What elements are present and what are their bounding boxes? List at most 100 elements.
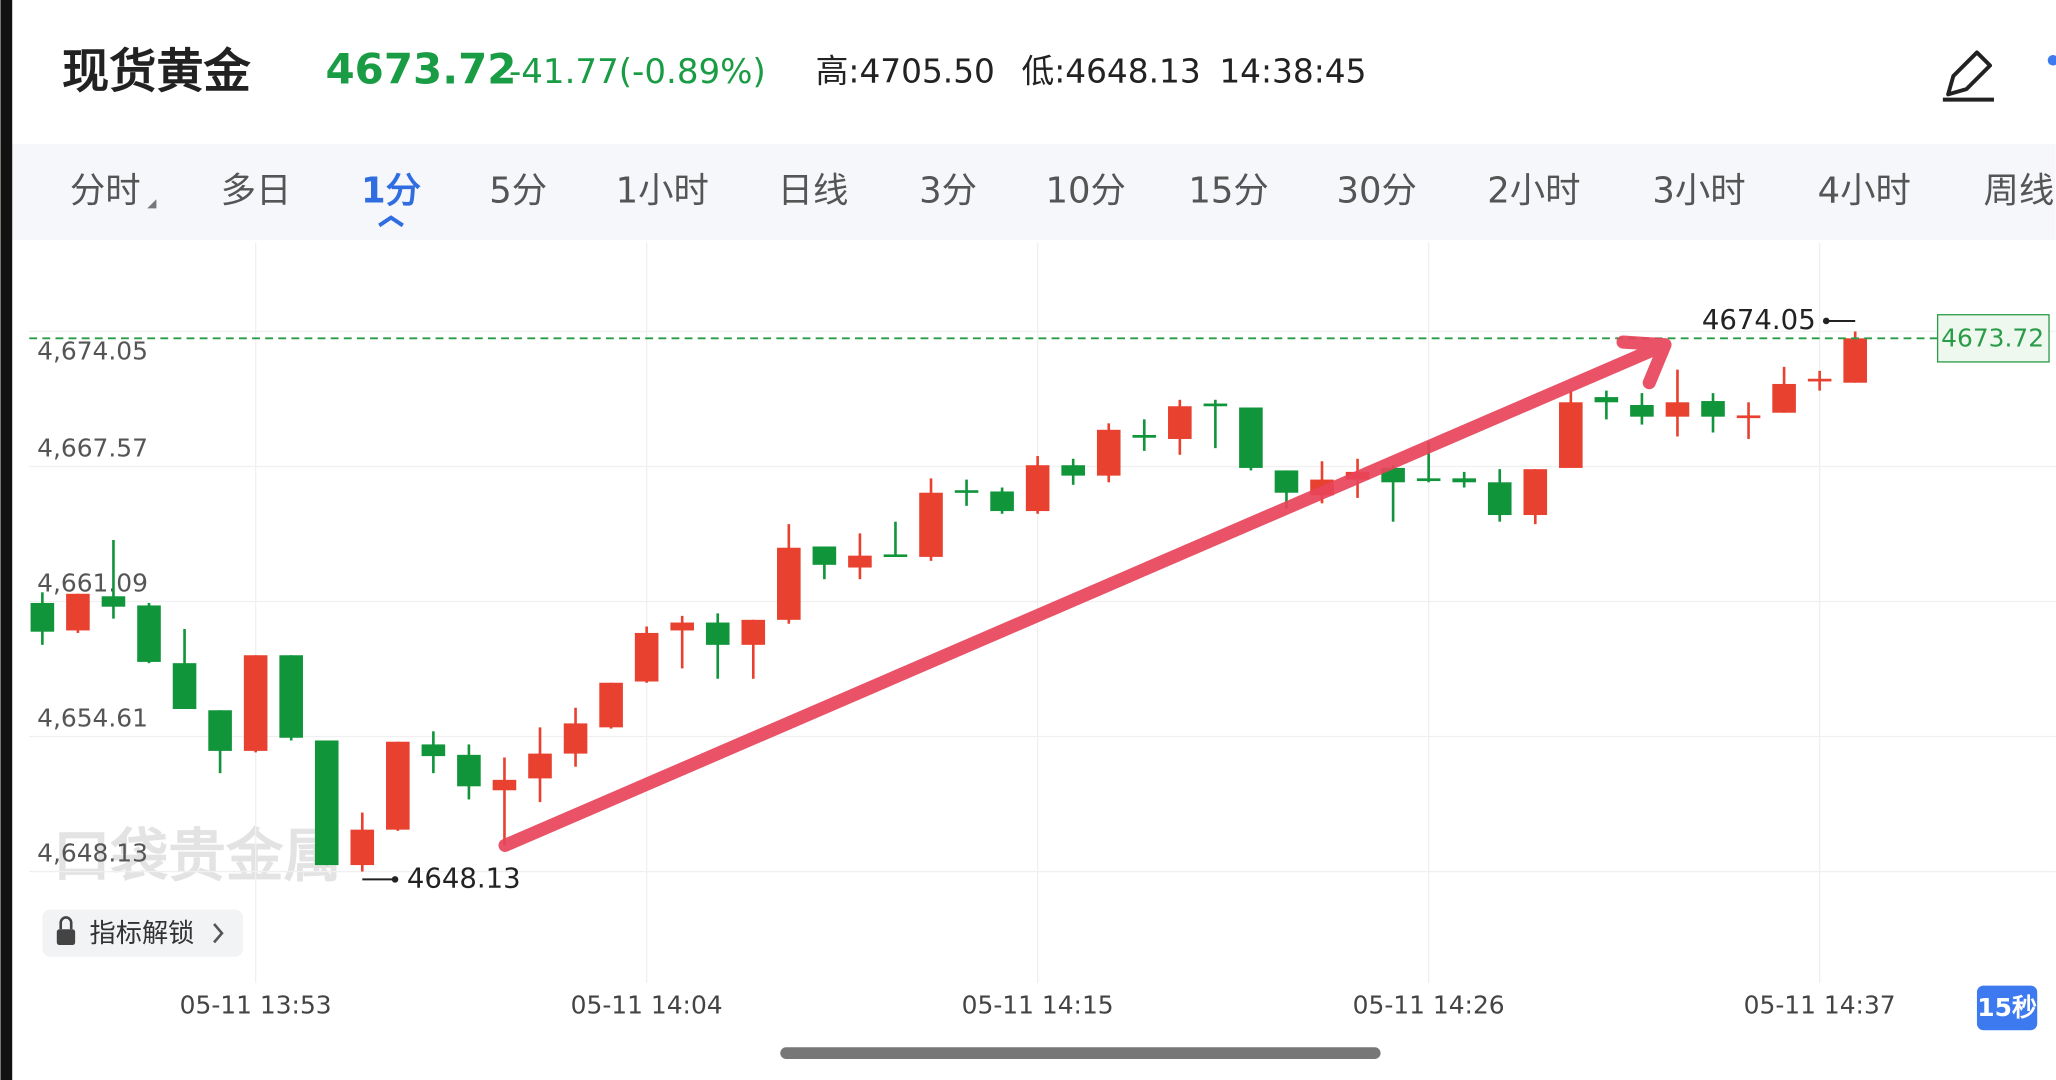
candle-body xyxy=(777,547,801,620)
chevron xyxy=(213,923,224,944)
candle-body xyxy=(599,682,623,728)
tab[interactable]: 3分 xyxy=(919,171,977,212)
tab[interactable]: 1分 xyxy=(361,171,421,212)
candle-body xyxy=(1487,482,1512,516)
max-marker-dot xyxy=(1822,317,1830,325)
candle-body xyxy=(1025,465,1050,512)
tab[interactable]: 周线 xyxy=(1983,171,2054,212)
time: 14:38:45 xyxy=(1219,52,1366,90)
candle-body xyxy=(208,710,232,751)
candle-body xyxy=(1701,401,1725,417)
candle-body xyxy=(705,622,730,645)
candle-body xyxy=(421,744,446,757)
left-edge xyxy=(0,0,13,1080)
candle-body xyxy=(172,663,197,710)
x-tick-label: 05-11 13:53 xyxy=(180,991,332,1020)
tab[interactable]: 日线 xyxy=(778,171,849,212)
interval-badge[interactable]: 15秒 xyxy=(1976,985,2038,1031)
tab[interactable]: 15分 xyxy=(1188,171,1268,212)
candle-body xyxy=(1096,429,1121,476)
candle-body xyxy=(563,723,588,754)
max-marker-label: 4674.05 xyxy=(1702,304,1816,336)
candle-body xyxy=(812,546,837,565)
candle-body xyxy=(30,602,55,632)
dot xyxy=(2047,55,2056,66)
tab[interactable]: 30分 xyxy=(1336,171,1416,212)
candle-body xyxy=(848,555,872,568)
candle-body xyxy=(1274,470,1299,493)
tab[interactable]: 分时 xyxy=(70,171,141,212)
title: 现货黄金 xyxy=(62,45,252,100)
candle-body xyxy=(1061,465,1085,476)
candle-body xyxy=(1416,478,1441,482)
candle-body xyxy=(1523,469,1548,516)
candle-body xyxy=(350,829,375,866)
candle-body xyxy=(528,753,552,779)
change: -41.77(-0.89%) xyxy=(509,52,766,92)
button-bg xyxy=(42,909,243,957)
candle-body xyxy=(243,655,268,751)
pencil xyxy=(1946,50,1993,97)
candle-body xyxy=(101,596,126,607)
candle-body xyxy=(1630,405,1654,417)
tab[interactable]: 2小时 xyxy=(1487,171,1580,212)
tab[interactable]: 3小时 xyxy=(1652,171,1745,212)
watermark: 口袋贵金属 xyxy=(53,821,341,889)
last-price-label: 4673.72 xyxy=(1941,324,2044,353)
candle-body xyxy=(1665,402,1690,417)
candle-body xyxy=(634,632,659,682)
y-tick-label: 4,654.61 xyxy=(37,703,148,732)
trend-arrow xyxy=(498,335,1672,852)
candle-body xyxy=(279,655,303,738)
candle-body xyxy=(954,490,979,493)
candle-body xyxy=(1807,378,1832,382)
tab[interactable]: 10分 xyxy=(1045,171,1125,212)
candle-body xyxy=(492,779,517,791)
badge-bg xyxy=(1976,985,2038,1031)
home-indicator xyxy=(780,1047,1381,1060)
y-tick-label: 4,674.05 xyxy=(37,336,148,365)
tabs: 分时 多日 1分 5分 1小时 日线 3分 10分 15分 30分 2小时 3小时 4小时 周线 xyxy=(70,171,2054,212)
min-marker-dot xyxy=(391,876,399,883)
candle-body xyxy=(670,622,694,631)
candle-body xyxy=(1239,407,1263,468)
x-tick-label: 05-11 14:04 xyxy=(571,991,723,1020)
candle-body xyxy=(1736,415,1761,419)
min-marker-label: 4648.13 xyxy=(407,862,521,894)
candle-body xyxy=(314,740,339,866)
candle-body xyxy=(1132,435,1157,438)
high: 高:4705.50 xyxy=(816,52,995,90)
candle-body xyxy=(1452,478,1476,483)
candle-body xyxy=(1772,383,1796,413)
candle-body xyxy=(741,619,766,645)
candle-body xyxy=(990,491,1014,512)
active-indicator xyxy=(378,215,404,228)
candle-body xyxy=(66,593,90,631)
indicator-button[interactable]: 指标解锁 xyxy=(42,909,243,957)
candle-body xyxy=(1203,403,1228,407)
y-tick-label: 4,648.13 xyxy=(37,838,148,867)
low: 低:4648.13 xyxy=(1021,52,1200,90)
candle-body xyxy=(457,754,481,787)
badge-label: 15秒 xyxy=(1977,993,2037,1022)
edit-icon[interactable] xyxy=(1942,50,1994,102)
tab[interactable]: 多日 xyxy=(221,171,292,212)
candle-body xyxy=(137,605,161,662)
tab[interactable]: 5分 xyxy=(489,171,547,212)
tab[interactable]: 1小时 xyxy=(616,171,709,212)
tab[interactable]: 4小时 xyxy=(1818,171,1911,212)
candle-body xyxy=(1168,406,1192,439)
y-tick-label: 4,661.09 xyxy=(37,568,148,597)
candle-body xyxy=(919,492,943,557)
y-tick-label: 4,667.57 xyxy=(37,433,148,462)
candle-body xyxy=(386,741,410,830)
price: 4673.72 xyxy=(325,45,516,94)
lock-body xyxy=(56,929,76,945)
lock-shackle xyxy=(59,916,73,930)
candle-body xyxy=(1594,397,1619,403)
tab-bar xyxy=(0,144,2056,240)
x-tick-label: 05-11 14:15 xyxy=(962,991,1114,1020)
candle-body xyxy=(883,554,908,558)
